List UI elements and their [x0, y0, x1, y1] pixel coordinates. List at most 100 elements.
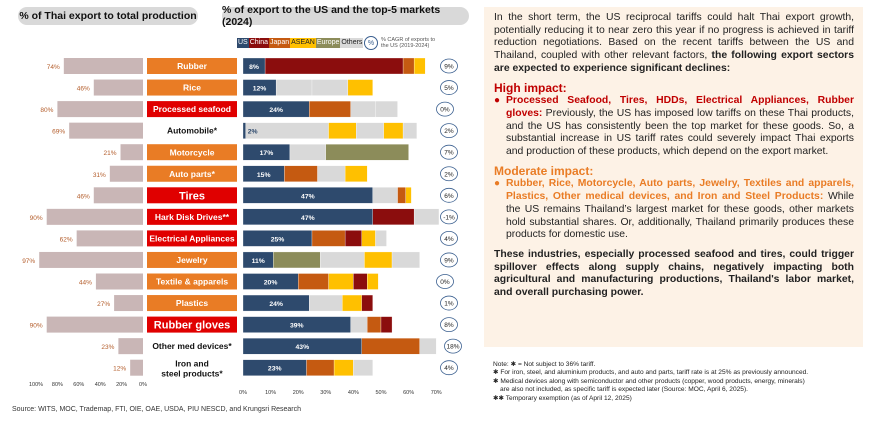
stacked-bar-segment: [311, 79, 349, 96]
us-share-label: 15%: [257, 172, 271, 179]
legend-item-us: US: [237, 38, 249, 48]
cagr-circle: [440, 317, 458, 333]
left-axis-tick: 100%: [29, 382, 43, 388]
stacked-bar-segment: [413, 208, 440, 226]
category-box: [147, 295, 237, 312]
cagr-label: 4%: [444, 236, 454, 243]
category-label: Tires: [179, 190, 205, 202]
legend-item-china: China: [248, 38, 270, 48]
stacked-bar-segment: [320, 251, 365, 269]
export-share-bar: [63, 58, 143, 74]
right-axis-tick: 40%: [348, 390, 359, 396]
cagr-circle: [440, 123, 458, 139]
export-share-label: 12%: [113, 366, 126, 373]
category-label: Processed seafood: [153, 104, 231, 114]
us-share-label: 20%: [264, 280, 278, 287]
category-label: Motorcycle: [170, 147, 215, 157]
stacked-bar-segment: [367, 316, 382, 333]
category-label: Rice: [183, 83, 201, 93]
export-share-label: 69%: [52, 129, 65, 136]
stacked-bar-segment: [375, 100, 398, 118]
cagr-circle: [436, 274, 454, 289]
export-share-label: 31%: [93, 172, 106, 179]
stacked-bar-segment: [317, 165, 346, 182]
category-label: Rubber gloves: [154, 320, 230, 332]
cagr-label: 1%: [444, 301, 454, 308]
stacked-bar-segment: [264, 57, 404, 75]
moderate-impact-item: ● Rubber, Rice, Motorcycle, Auto parts, …: [494, 178, 854, 241]
us-share-label: 17%: [260, 150, 274, 157]
cagr-circle: [440, 209, 458, 225]
bullet-icon: ●: [494, 95, 501, 107]
export-share-bar: [114, 295, 143, 312]
stacked-bar-segment: [311, 230, 346, 247]
stacked-bar-segment: [289, 144, 326, 161]
cagr-label: 5%: [444, 85, 454, 92]
cagr-circle: [440, 360, 458, 376]
category-label: Auto parts*: [169, 169, 216, 179]
category-label: Electrical Appliances: [149, 233, 234, 243]
cagr-label: 8%: [444, 322, 454, 329]
export-share-bar: [118, 338, 143, 355]
cagr-label: 6%: [444, 193, 454, 200]
cagr-label: -1%: [443, 214, 455, 221]
moderate-impact-title: Moderate impact:: [494, 163, 594, 178]
export-share-label: 44%: [79, 280, 92, 287]
stacked-bar-segment: [333, 359, 354, 376]
left-axis-tick: 0%: [139, 382, 147, 388]
cagr-circle-icon: %: [364, 36, 378, 50]
category-label: Iron and: [175, 359, 209, 369]
right-axis-tick: 60%: [403, 390, 414, 396]
export-share-label: 74%: [47, 64, 60, 71]
export-share-label: 21%: [104, 150, 117, 157]
legend-item-europe: Europe: [315, 38, 341, 48]
left-axis-tick: 40%: [95, 382, 106, 388]
stacked-bar-segment: [397, 187, 406, 204]
note-title: Note: ✱ = Not subject to 36% tariff.: [493, 361, 596, 368]
cagr-legend-text: % CAGR of exports to the US (2019-2024): [381, 36, 436, 50]
stacked-bar-segment: [242, 122, 246, 139]
right-axis-tick: 10%: [265, 390, 276, 396]
us-share-label: 23%: [268, 366, 282, 373]
stacked-bar-segment: [391, 251, 420, 269]
note-2: ✱ Medical devices along with semiconduct…: [493, 377, 805, 385]
export-share-label: 97%: [22, 258, 35, 265]
export-share-bar: [46, 316, 144, 333]
us-share-label: 39%: [290, 323, 304, 330]
us-share-label: 11%: [252, 258, 265, 265]
cagr-label: 2%: [444, 128, 454, 135]
left-axis-tick: 60%: [73, 382, 84, 388]
note-1: ✱ For iron, steel, and aluminium product…: [493, 369, 809, 377]
category-label: Textile & apparels: [156, 277, 228, 287]
export-share-label: 62%: [60, 236, 73, 243]
stacked-bar-segment: [344, 230, 362, 247]
stacked-bar-segment: [353, 273, 368, 290]
stacked-bar-segment: [419, 337, 437, 355]
export-share-label: 80%: [40, 107, 53, 114]
right-axis-tick: 20%: [293, 390, 304, 396]
export-share-label: 46%: [77, 86, 90, 93]
stacked-bar-segment: [356, 122, 384, 139]
us-share-label: 43%: [296, 344, 310, 351]
category-box: [147, 208, 237, 225]
export-share-bar: [57, 101, 143, 118]
cagr-circle: [436, 101, 454, 117]
cagr-circle: [440, 252, 458, 268]
notes: Note: ✱ = Not subject to 36% tariff. ✱ F…: [493, 361, 863, 403]
left-axis-tick: 80%: [52, 382, 63, 388]
stacked-bar-segment: [367, 273, 379, 290]
analysis-panel: In the short term, the US reciprocal tar…: [484, 7, 863, 347]
us-share-label: 24%: [269, 301, 283, 308]
category-label: Hark Disk Drives**: [155, 212, 230, 222]
stacked-bar-segment: [275, 79, 313, 96]
us-share-label: 47%: [301, 193, 315, 200]
stacked-bar-segment: [284, 165, 318, 182]
export-share-label: 27%: [97, 301, 110, 308]
category-box: [147, 316, 237, 333]
category-box: [147, 58, 237, 74]
conclusion-paragraph: These industries, especially processed s…: [494, 248, 854, 299]
export-share-label: 90%: [30, 323, 43, 330]
cagr-label: 9%: [444, 64, 454, 71]
stacked-bar-segment: [306, 359, 335, 376]
category-label: Other med devices*: [152, 341, 232, 351]
